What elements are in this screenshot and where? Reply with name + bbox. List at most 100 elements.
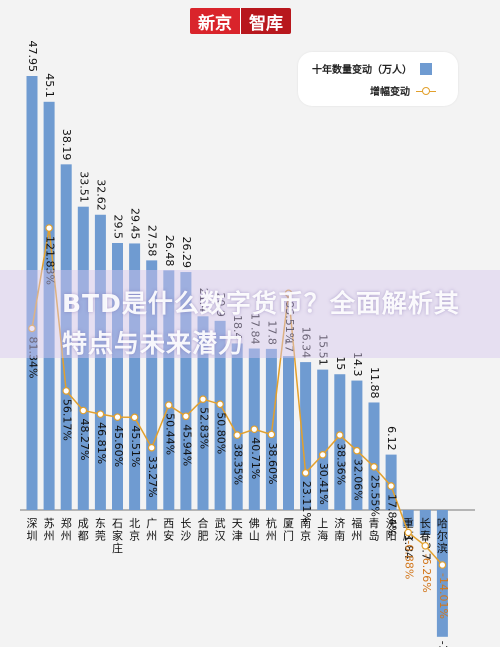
growth-point [199,395,207,403]
growth-value-label: 23.11% [300,481,313,523]
bar [419,510,431,535]
growth-point [96,410,105,418]
legend-line-swatch [416,85,436,97]
category-label: 春 [420,530,431,543]
category-label: 庄 [112,541,123,555]
category-label: 州 [44,530,55,543]
bar-value-label: 20.9 [214,292,227,317]
growth-value-label: 52.83% [198,407,211,449]
growth-value-label: 45.51% [129,425,142,467]
category-label: 苏 [44,517,55,530]
bar-value-label: 32.62 [94,179,107,211]
growth-value-label: 25.55% [369,475,382,517]
category-label: 哈 [437,517,448,530]
category-label: 肥 [198,530,209,543]
bar-value-label: 27.58 [146,225,159,257]
category-label: 长 [420,517,431,530]
growth-point [404,528,413,537]
bar [112,242,123,510]
growth-point [353,446,361,455]
growth-point [147,443,156,452]
category-label: 南 [334,530,345,543]
category-label: 东 [95,517,106,530]
bar [300,362,312,510]
growth-point [165,401,173,409]
category-label: 州 [351,530,362,543]
category-label: 成 [78,517,89,530]
bar [334,374,346,510]
bar [43,101,55,510]
legend: 十年数量变动（万人） 增幅变动 [298,52,458,106]
growth-point [438,561,447,569]
bar [231,343,243,510]
category-label: 广 [146,517,157,530]
category-label: 汉 [215,530,226,543]
bar [351,380,363,510]
category-label: 北 [129,517,140,530]
bar [214,320,226,510]
bar-value-label: 38.19 [60,129,73,161]
growth-value-label: -14.01% [437,573,450,619]
category-label: 津 [232,530,243,543]
category-label: 家 [112,529,123,543]
logo: 新京 智库 [190,8,291,34]
bar [197,316,209,510]
bar-value-label: 17 [283,338,296,352]
growth-value-label: 33.27% [146,456,159,498]
growth-value-label: 17.84% [386,494,399,536]
bar-value-label: 17.8 [265,320,278,345]
category-label: 长 [180,517,191,530]
category-label: 西 [163,517,174,530]
bar [436,510,448,637]
growth-value-label: 56.17% [61,399,74,441]
category-label: 济 [334,516,345,530]
bar-value-label: 29.5 [112,214,125,239]
legend-bar-swatch [420,62,432,75]
growth-point [45,224,53,232]
overlay-banner [0,270,500,358]
category-label: 福 [351,516,362,530]
growth-point [233,431,242,439]
growth-value-label: 38.36% [334,443,347,485]
category-label: 州 [61,530,72,543]
category-label: 青 [369,517,380,530]
category-label: 南 [300,517,311,530]
category-label: 门 [283,529,294,543]
growth-point [301,469,310,477]
category-label: 岛 [369,529,380,543]
growth-value-label: 45.94% [180,424,193,466]
bar-value-label: 33.51 [77,171,90,203]
growth-value-label: 38.60% [266,442,279,484]
growth-point [79,406,88,415]
category-label: 京 [300,529,311,543]
bar [163,270,175,510]
bar-value-label: 26.48 [163,235,176,267]
bar-value-label: -14.01 [436,641,449,647]
bar-value-label: 21.4 [197,288,210,313]
growth-value-label: -6.26% [420,554,433,593]
bar [283,356,294,510]
legend-line-label: 增幅变动 [370,87,410,98]
category-label: 杭 [266,516,277,530]
growth-value-label: 32.06% [351,459,364,501]
growth-point [284,289,293,298]
bar-value-label: 6.12 [385,426,398,451]
growth-point [182,412,190,421]
bar-value-label: 15.51 [317,334,330,366]
bar-value-label: 26.29 [180,237,193,269]
bar [368,402,380,510]
bar-value-label: 14.3 [351,352,364,377]
growth-point [318,451,327,459]
category-label: 合 [198,516,209,530]
bar-value-label: 45.1 [43,73,56,98]
category-label: 州 [266,530,277,543]
category-label: 都 [78,530,89,543]
category-label: 阳 [386,530,397,543]
bar-value-label: 29.45 [129,208,142,240]
growth-point [387,482,395,490]
category-label: 上 [317,517,328,530]
growth-point [267,430,276,439]
bar [77,206,89,510]
bar-value-label: 17.84 [248,313,261,345]
growth-point [421,541,430,550]
